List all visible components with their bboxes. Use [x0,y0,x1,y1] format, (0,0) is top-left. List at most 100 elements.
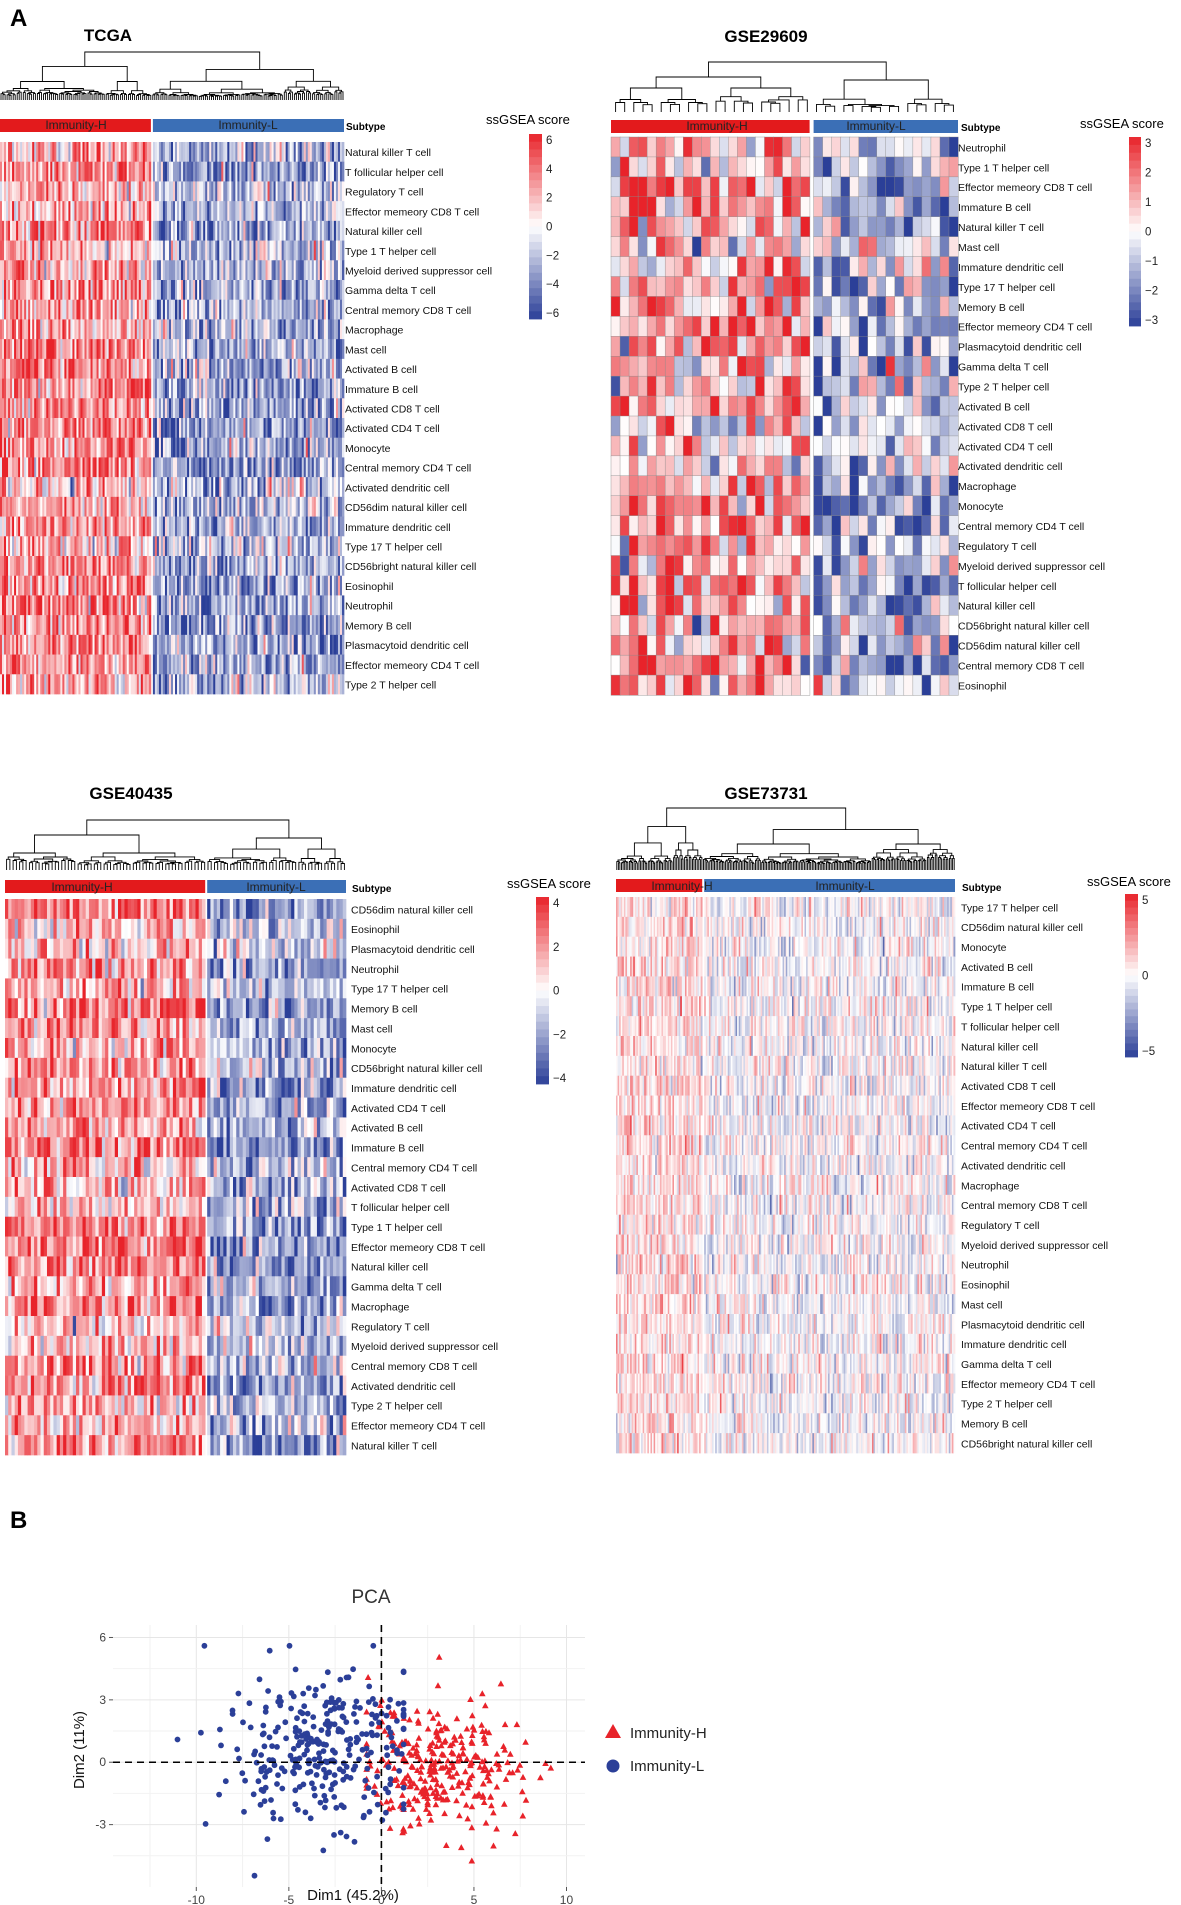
heatmap-cell [2,674,5,695]
heatmap-cell [257,358,260,379]
heatmap-cell [327,595,331,616]
heatmap-cell [209,615,212,636]
heatmap-cell [152,260,156,281]
heatmap-cell [267,418,270,439]
heatmap-cell [100,161,103,182]
heatmap-cell [247,181,250,202]
heatmap-cell [6,358,9,379]
heatmap-cell [205,181,208,202]
heatmap-cell [179,240,182,261]
heatmap-cell [26,516,29,537]
heatmap-cell [104,161,107,182]
heatmap-cell [86,319,89,340]
heatmap-cell [118,457,122,478]
heatmap-cell [209,161,212,182]
heatmap-cell [126,634,130,655]
heatmap-cell [327,220,331,241]
heatmap-cell [60,378,63,399]
heatmap-cell [36,339,39,360]
heatmap-cell [205,299,208,320]
heatmap-cell [241,358,244,379]
heatmap-cell [56,181,59,202]
heatmap-cell [136,260,140,281]
heatmap-cell [267,575,270,596]
heatmap-cell [84,181,87,202]
heatmap-cell [152,437,156,458]
heatmap-cell [201,142,204,163]
heatmap-cell [209,299,212,320]
heatmap-cell [70,378,73,399]
heatmap-cell [60,437,63,458]
heatmap-cell [2,220,5,241]
heatmap-cell [229,477,232,498]
heatmap-cell [90,280,93,301]
heatmap-cell [6,634,9,655]
heatmap-cell [108,358,111,379]
heatmap-cell [281,437,284,458]
heatmap-cell [233,654,236,675]
heatmap-cell [90,595,93,616]
heatmap-cell [197,240,200,261]
heatmap-cell [227,556,230,577]
heatmap-cell [144,319,148,340]
heatmap-cell [90,161,93,182]
heatmap-cell [293,181,297,202]
heatmap-cell [64,280,67,301]
heatmap-cell [136,358,140,379]
heatmap-cell [78,615,81,636]
heatmap-cell [213,516,216,537]
heatmap-cell [4,142,7,163]
heatmap-cell [191,634,194,655]
heatmap-cell [211,240,214,261]
heatmap-cell [327,556,331,577]
heatmap-cell [122,358,126,379]
heatmap-cell [54,260,57,281]
heatmap-cell [116,280,120,301]
heatmap-cell [0,142,3,163]
heatmap-cell [80,477,83,498]
heatmap-cell [90,496,93,517]
heatmap-cell [118,437,122,458]
heatmap-cell [287,536,291,557]
heatmap-cell [80,674,83,695]
heatmap-cell [78,516,81,537]
heatmap-cell [189,496,192,517]
heatmap-cell [177,240,180,261]
heatmap-cell [199,220,202,241]
heatmap-cell [138,556,142,577]
heatmap-cell [337,299,341,320]
heatmap-cell [116,437,120,458]
heatmap-cell [333,319,337,340]
heatmap-cell [321,516,325,537]
heatmap-cell [239,477,242,498]
heatmap-cell [297,280,301,301]
heatmap-cell [16,556,19,577]
heatmap-cell [136,615,140,636]
heatmap-cell [225,496,228,517]
heatmap-cell [273,595,276,616]
heatmap-cell [249,615,252,636]
heatmap-cell [207,516,210,537]
heatmap-cell [173,280,176,301]
heatmap-cell [231,654,234,675]
heatmap-cell [12,319,15,340]
heatmap-cell [130,181,134,202]
heatmap-cell [201,299,204,320]
heatmap-cell [301,161,305,182]
heatmap-cell [249,142,252,163]
heatmap-cell [187,575,190,596]
heatmap-cell [148,437,152,458]
heatmap-cell [313,220,317,241]
heatmap-cell [20,575,23,596]
heatmap-cell [24,299,27,320]
heatmap-cell [307,280,311,301]
heatmap-cell [221,181,224,202]
heatmap-cell [259,142,262,163]
heatmap-cell [34,477,37,498]
heatmap-cell [104,220,107,241]
heatmap-cell [205,457,208,478]
heatmap-cell [2,181,5,202]
heatmap-cell [44,319,47,340]
heatmap-cell [8,299,11,320]
heatmap-cell [140,161,144,182]
